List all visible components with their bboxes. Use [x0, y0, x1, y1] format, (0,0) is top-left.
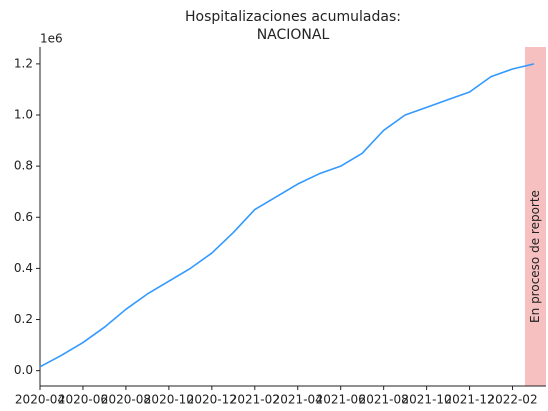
y-tick-label: 0.6	[14, 210, 33, 224]
y-tick-label: 0.8	[14, 159, 33, 173]
chart-title: NACIONAL	[257, 27, 330, 43]
chart-title: Hospitalizaciones acumuladas:	[185, 9, 401, 25]
x-tick-label: 2020-06	[58, 393, 108, 407]
x-tick-label: 2021-10	[402, 393, 452, 407]
y-tick-label: 1.2	[14, 56, 33, 70]
x-tick-label: 2021-08	[359, 393, 409, 407]
x-tick-label: 2021-04	[273, 393, 323, 407]
y-tick-label: 0.4	[14, 261, 33, 275]
y-offset-label: 1e6	[40, 32, 63, 46]
y-tick-label: 0.2	[14, 312, 33, 326]
report-band	[525, 47, 546, 386]
x-tick-label: 2021-02	[230, 393, 280, 407]
x-tick-label: 2020-12	[187, 393, 237, 407]
y-tick-label: 1.0	[14, 108, 33, 122]
x-tick-label: 2020-08	[101, 393, 151, 407]
x-tick-label: 2021-12	[444, 393, 494, 407]
band-label: En proceso de reporte	[528, 190, 542, 323]
y-tick-label: 0.0	[14, 363, 33, 377]
x-tick-label: 2022-02	[487, 393, 537, 407]
x-tick-label: 2020-04	[15, 393, 65, 407]
x-tick-label: 2021-06	[316, 393, 366, 407]
line	[39, 63, 535, 368]
x-tick-label: 2020-10	[144, 393, 194, 407]
